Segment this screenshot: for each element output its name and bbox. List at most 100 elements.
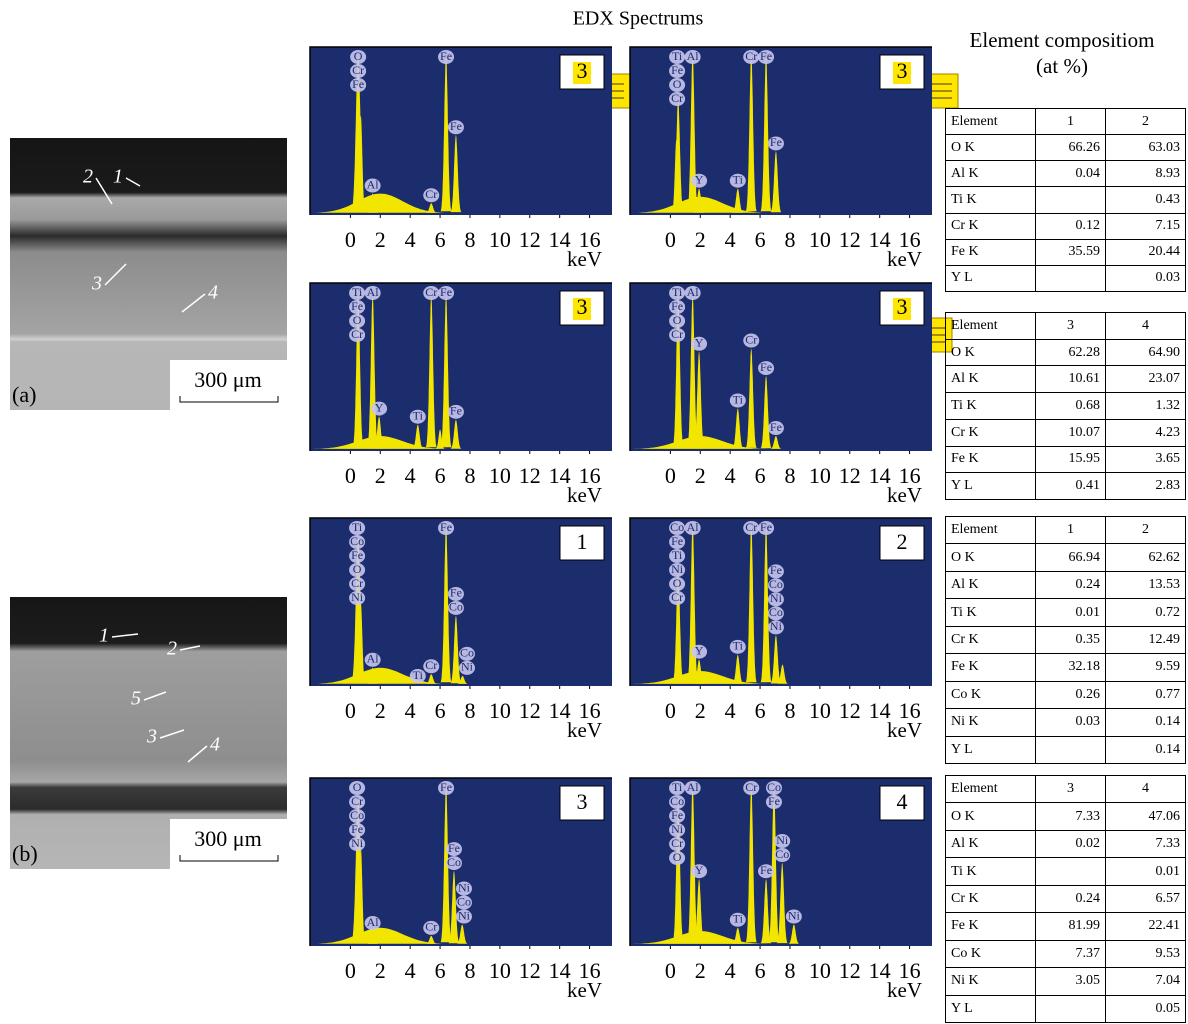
table-cell: Cr K	[946, 419, 1036, 446]
x-axis-label: keV	[887, 247, 922, 271]
peak-label: Ti	[672, 49, 683, 63]
peak-label: O	[353, 780, 362, 794]
x-tick-label: 2	[695, 463, 706, 488]
panel-number: 1	[577, 529, 588, 554]
x-tick-label: 4	[405, 698, 416, 723]
peak-label: Fe	[440, 285, 452, 299]
table-cell: 0.01	[1036, 599, 1106, 626]
panel-number: 2	[897, 529, 908, 554]
peak-label: Fe	[768, 794, 780, 808]
x-tick-label: 8	[464, 698, 475, 723]
x-tick-label: 8	[464, 463, 475, 488]
table-cell: O K	[946, 544, 1036, 571]
table-row: Y L0.03	[946, 265, 1186, 291]
peak-label: Fe	[351, 548, 363, 562]
table-cell: Ti K	[946, 858, 1036, 885]
marker-label: 5	[131, 688, 141, 710]
peak-label: Ni	[461, 660, 474, 674]
table-cell: 81.99	[1036, 913, 1106, 940]
marker-label: 1	[113, 166, 123, 188]
x-tick-label: 8	[784, 463, 795, 488]
table-cell: Cr K	[946, 213, 1036, 239]
peak-label: Fe	[450, 586, 462, 600]
table-cell: 0.35	[1036, 626, 1106, 653]
table-cell: 23.07	[1106, 366, 1186, 393]
table-row: Ti K0.010.72	[946, 599, 1186, 626]
x-tick-label: 6	[435, 698, 446, 723]
peak-label: Ni	[776, 833, 789, 847]
table-cell: 0.05	[1106, 995, 1186, 1023]
x-tick-label: 12	[519, 958, 541, 983]
table-cell: 6.57	[1106, 885, 1186, 912]
table-cell: Ti K	[946, 599, 1036, 626]
x-tick-label: 6	[435, 227, 446, 252]
scale-label: 300 μm	[194, 826, 261, 851]
table-cell: 22.41	[1106, 913, 1186, 940]
x-tick-label: 2	[375, 227, 386, 252]
x-tick-label: 10	[489, 958, 511, 983]
peak-label: Fe	[351, 822, 363, 836]
peak-label: Co	[775, 847, 789, 861]
peak-label: Co	[670, 520, 684, 534]
table-row: Cr K0.3512.49	[946, 626, 1186, 653]
table-cell: Ti K	[946, 187, 1036, 213]
peak-label: Al	[367, 915, 380, 929]
peak-label: Ti	[352, 520, 363, 534]
table-cell: 0.03	[1106, 265, 1186, 291]
table-cell: 7.04	[1106, 968, 1186, 995]
peak-label: Cr	[351, 794, 363, 808]
table-cell: 9.59	[1106, 654, 1186, 681]
x-axis-label: keV	[887, 978, 922, 1002]
x-tick-label: 0	[345, 227, 356, 252]
x-axis-label: keV	[887, 718, 922, 742]
table-cell: 0.77	[1106, 681, 1186, 708]
header-cell: 2	[1106, 109, 1186, 135]
panel-label: (a)	[12, 382, 36, 407]
x-tick-label: 12	[519, 698, 541, 723]
peak-label: Ni	[351, 590, 364, 604]
x-tick-label: 10	[489, 463, 511, 488]
table-cell: 20.44	[1106, 239, 1186, 265]
panel-number: 3	[897, 294, 908, 319]
table-cell: 0.68	[1036, 393, 1106, 420]
table-cell: 7.15	[1106, 213, 1186, 239]
peak-label: Fe	[450, 119, 462, 133]
peak-label: Cr	[745, 780, 757, 794]
header-cell: 2	[1106, 517, 1186, 544]
table-cell: 7.37	[1036, 940, 1106, 967]
table-cell: Al K	[946, 161, 1036, 187]
peak-label: Ni	[351, 836, 364, 850]
table-cell: Ti K	[946, 393, 1036, 420]
peak-label: Cr	[671, 836, 683, 850]
x-tick-label: 10	[809, 958, 831, 983]
peak-label: Fe	[448, 841, 460, 855]
peak-label: Y	[695, 172, 704, 186]
x-tick-label: 2	[375, 958, 386, 983]
table-row: Ni K0.030.14	[946, 709, 1186, 736]
peak-label: Y	[695, 336, 704, 350]
table-cell: 0.01	[1106, 858, 1186, 885]
scale-label: 300 μm	[194, 367, 261, 392]
table-cell: 2.83	[1106, 473, 1186, 500]
peak-label: Fe	[770, 135, 782, 149]
table-cell: Y L	[946, 473, 1036, 500]
table-row: Y L0.14	[946, 736, 1186, 764]
table-row: Al K0.2413.53	[946, 571, 1186, 598]
table-cell: 8.93	[1106, 161, 1186, 187]
peak-label: Fe	[671, 299, 683, 313]
table-cell: 0.04	[1036, 161, 1106, 187]
table-cell: 66.26	[1036, 135, 1106, 161]
x-tick-label: 0	[665, 227, 676, 252]
table-row: Y L0.412.83	[946, 473, 1186, 500]
header-cell: 4	[1106, 313, 1186, 340]
table-row: O K66.2663.03	[946, 135, 1186, 161]
peak-label: Fe	[760, 49, 772, 63]
table-row: O K7.3347.06	[946, 803, 1186, 830]
x-tick-label: 12	[839, 698, 861, 723]
x-tick-label: 6	[755, 227, 766, 252]
table-cell	[1036, 995, 1106, 1023]
x-tick-label: 2	[375, 463, 386, 488]
table-cell: 13.53	[1106, 571, 1186, 598]
table-row: Cr K10.074.23	[946, 419, 1186, 446]
peak-label: Co	[769, 577, 783, 591]
